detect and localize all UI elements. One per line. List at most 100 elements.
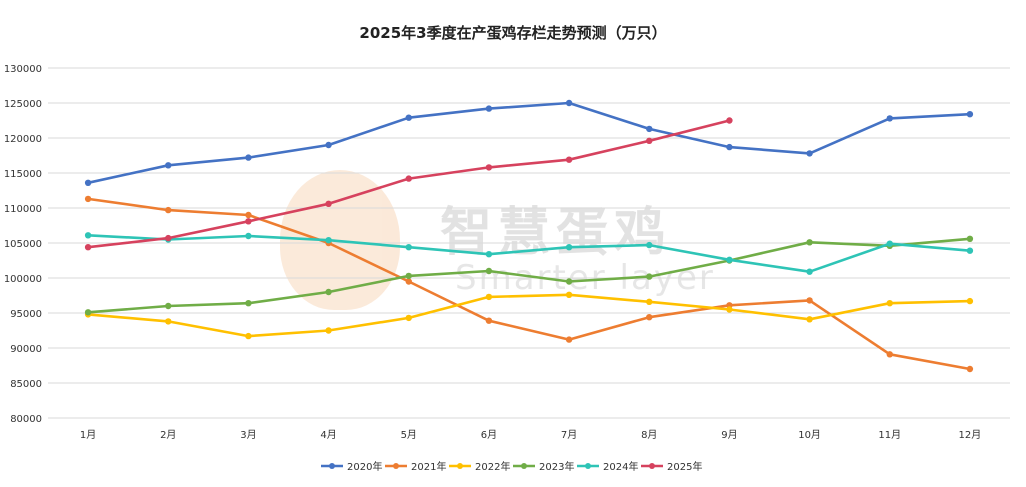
legend-swatch-marker bbox=[521, 463, 527, 469]
y-tick-label: 95000 bbox=[10, 309, 42, 320]
data-point-2023年 bbox=[565, 278, 573, 285]
data-point-2024年 bbox=[646, 241, 653, 249]
data-point-2024年 bbox=[565, 244, 573, 251]
data-point-2024年 bbox=[405, 244, 412, 251]
y-tick-label: 90000 bbox=[10, 344, 42, 355]
axis-layer: 80000 85000 90000 95000 100000 105000 110000 11… bbox=[4, 64, 981, 441]
data-point-2021年 bbox=[966, 365, 974, 373]
data-point-2025年 bbox=[84, 244, 92, 251]
x-tick-label: 4月 bbox=[320, 429, 336, 441]
legend-label: 2024年 bbox=[603, 460, 638, 473]
data-point-2021年 bbox=[165, 206, 172, 214]
data-point-2025年 bbox=[565, 156, 573, 163]
data-point-2023年 bbox=[84, 309, 92, 316]
data-point-2021年 bbox=[84, 195, 92, 203]
y-tick-label: 130000 bbox=[4, 64, 42, 75]
data-point-2021年 bbox=[245, 211, 252, 219]
data-point-2020年 bbox=[806, 150, 813, 157]
x-tick-label: 12月 bbox=[959, 429, 982, 441]
data-point-2022年 bbox=[245, 332, 252, 340]
data-point-2021年 bbox=[806, 297, 813, 304]
data-point-2023年 bbox=[806, 239, 813, 246]
series-line-2025年 bbox=[86, 119, 731, 249]
legend-label: 2021年 bbox=[411, 460, 446, 473]
data-point-2025年 bbox=[646, 137, 653, 144]
y-tick-label: 100000 bbox=[4, 274, 42, 285]
data-point-2022年 bbox=[806, 316, 813, 323]
series-line-2020年 bbox=[86, 101, 972, 185]
data-point-2020年 bbox=[405, 114, 412, 121]
data-point-2024年 bbox=[325, 237, 332, 244]
data-point-2020年 bbox=[245, 154, 252, 161]
x-tick-label: 9月 bbox=[721, 429, 737, 441]
y-tick-label: 125000 bbox=[4, 99, 42, 110]
data-point-2022年 bbox=[405, 314, 412, 322]
data-point-2022年 bbox=[886, 300, 893, 307]
x-tick-label: 1月 bbox=[80, 429, 96, 441]
data-point-2023年 bbox=[325, 288, 332, 296]
y-tick-label: 120000 bbox=[4, 134, 42, 145]
legend-label: 2025年 bbox=[667, 460, 702, 473]
x-tick-label: 5月 bbox=[401, 429, 417, 441]
data-point-2021年 bbox=[886, 351, 893, 358]
y-tick-label: 115000 bbox=[4, 169, 42, 180]
data-point-2020年 bbox=[165, 162, 172, 169]
data-point-2023年 bbox=[165, 302, 172, 310]
data-point-2023年 bbox=[405, 272, 412, 280]
data-point-2020年 bbox=[565, 99, 573, 107]
legend-swatch-marker bbox=[329, 463, 335, 469]
data-point-2022年 bbox=[966, 297, 974, 305]
data-point-2025年 bbox=[405, 175, 412, 182]
data-point-2020年 bbox=[886, 115, 893, 122]
data-point-2021年 bbox=[485, 317, 493, 324]
data-point-2024年 bbox=[726, 256, 733, 263]
x-tick-label: 10月 bbox=[798, 429, 821, 441]
x-tick-label: 8月 bbox=[641, 429, 657, 441]
data-point-2024年 bbox=[966, 247, 974, 254]
series-line-2021年 bbox=[86, 197, 972, 371]
legend-swatch-marker bbox=[393, 463, 399, 469]
x-tick-label: 7月 bbox=[561, 429, 577, 441]
y-tick-label: 105000 bbox=[4, 239, 42, 250]
data-point-2023年 bbox=[646, 273, 653, 280]
series-layer bbox=[84, 99, 974, 373]
data-point-2021年 bbox=[565, 336, 573, 343]
data-point-2020年 bbox=[485, 105, 493, 112]
data-point-2022年 bbox=[165, 318, 172, 325]
data-point-2021年 bbox=[405, 278, 412, 285]
data-point-2022年 bbox=[565, 291, 573, 298]
data-point-2020年 bbox=[84, 179, 92, 186]
x-tick-label: 2月 bbox=[160, 429, 176, 441]
data-point-2022年 bbox=[485, 293, 493, 301]
data-point-2020年 bbox=[726, 143, 733, 151]
data-point-2022年 bbox=[646, 298, 653, 305]
data-point-2025年 bbox=[325, 200, 332, 207]
data-point-2020年 bbox=[966, 111, 974, 118]
data-point-2023年 bbox=[485, 267, 493, 275]
series-line-2024年 bbox=[86, 234, 972, 274]
data-point-2024年 bbox=[245, 232, 252, 240]
data-point-2025年 bbox=[726, 117, 733, 124]
grid-layer bbox=[48, 67, 1010, 419]
data-point-2023年 bbox=[966, 235, 974, 242]
x-tick-label: 11月 bbox=[878, 429, 901, 441]
data-point-2025年 bbox=[485, 164, 493, 171]
data-point-2024年 bbox=[886, 240, 893, 247]
series-line-2022年 bbox=[86, 293, 972, 338]
data-point-2020年 bbox=[646, 125, 653, 133]
legend-label: 2023年 bbox=[539, 460, 574, 473]
y-tick-label: 110000 bbox=[4, 204, 42, 215]
x-tick-label: 6月 bbox=[481, 429, 497, 441]
data-point-2024年 bbox=[806, 268, 813, 275]
legend-swatch-marker bbox=[585, 463, 591, 469]
chart-title: 2025年3季度在产蛋鸡存栏走势预测（万只） bbox=[359, 24, 667, 42]
y-tick-label: 85000 bbox=[10, 379, 42, 390]
legend: 2020年 2021年 2022年 2023年 2024年 2025年 bbox=[321, 460, 702, 473]
data-point-2022年 bbox=[726, 306, 733, 313]
legend-label: 2020年 bbox=[347, 460, 382, 473]
legend-swatch-marker bbox=[457, 463, 463, 469]
data-point-2025年 bbox=[165, 234, 172, 242]
series-line-2023年 bbox=[86, 237, 972, 314]
